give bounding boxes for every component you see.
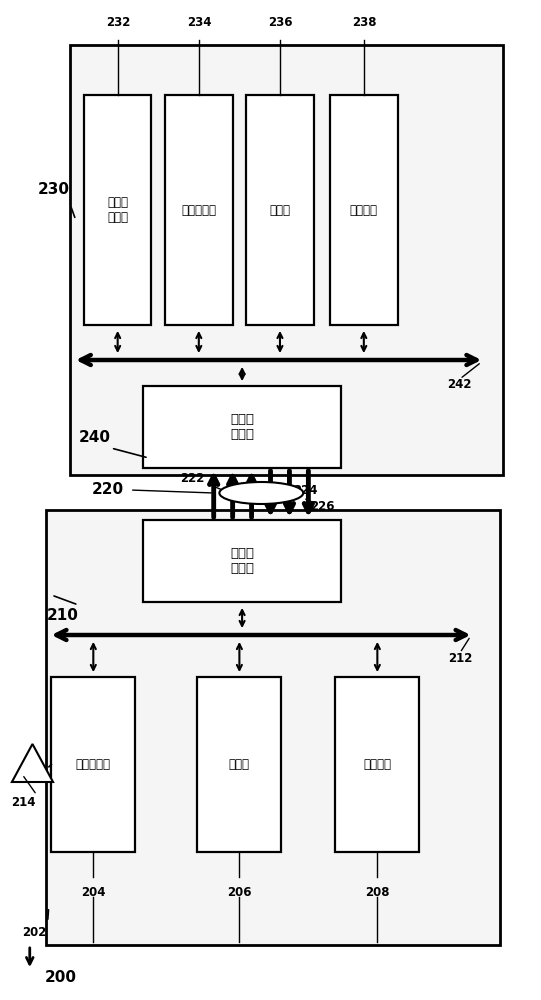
Text: 204: 204 — [81, 886, 106, 898]
Ellipse shape — [220, 482, 303, 504]
Text: 无线收发机: 无线收发机 — [76, 758, 111, 771]
Text: 212: 212 — [447, 652, 472, 664]
Text: 208: 208 — [365, 886, 390, 898]
Text: 232: 232 — [105, 16, 130, 29]
Text: 214: 214 — [11, 796, 36, 810]
FancyBboxPatch shape — [51, 677, 135, 852]
Text: 222: 222 — [180, 472, 204, 485]
FancyBboxPatch shape — [84, 95, 151, 325]
Text: 240: 240 — [78, 430, 111, 446]
Text: 处理器: 处理器 — [229, 758, 250, 771]
FancyBboxPatch shape — [143, 520, 341, 602]
Text: 230: 230 — [38, 182, 70, 198]
Text: 物理层
驱动器: 物理层 驱动器 — [230, 547, 254, 575]
FancyBboxPatch shape — [335, 677, 419, 852]
Text: 236: 236 — [268, 16, 293, 29]
FancyBboxPatch shape — [330, 95, 398, 325]
Text: 234: 234 — [187, 16, 212, 29]
FancyBboxPatch shape — [70, 45, 503, 475]
Text: 242: 242 — [447, 377, 472, 390]
Text: 220: 220 — [92, 483, 124, 497]
FancyBboxPatch shape — [197, 677, 281, 852]
Text: 处理器: 处理器 — [269, 204, 291, 217]
Text: 物理层
驱动器: 物理层 驱动器 — [230, 413, 254, 441]
FancyBboxPatch shape — [143, 386, 341, 468]
Polygon shape — [12, 744, 53, 782]
Text: 存储介质: 存储介质 — [364, 758, 391, 771]
Text: 显示器
控制器: 显示器 控制器 — [107, 196, 128, 224]
FancyBboxPatch shape — [246, 95, 314, 325]
FancyBboxPatch shape — [165, 95, 233, 325]
Text: 200: 200 — [44, 970, 76, 986]
Text: 206: 206 — [227, 886, 252, 898]
Text: 238: 238 — [352, 16, 377, 29]
Text: 224: 224 — [293, 484, 318, 496]
Text: 存储介质: 存储介质 — [350, 204, 378, 217]
Text: 202: 202 — [22, 926, 47, 938]
Text: 相机控制器: 相机控制器 — [181, 204, 216, 217]
FancyBboxPatch shape — [46, 510, 500, 945]
Text: 226: 226 — [310, 499, 335, 512]
Text: 210: 210 — [47, 607, 78, 622]
